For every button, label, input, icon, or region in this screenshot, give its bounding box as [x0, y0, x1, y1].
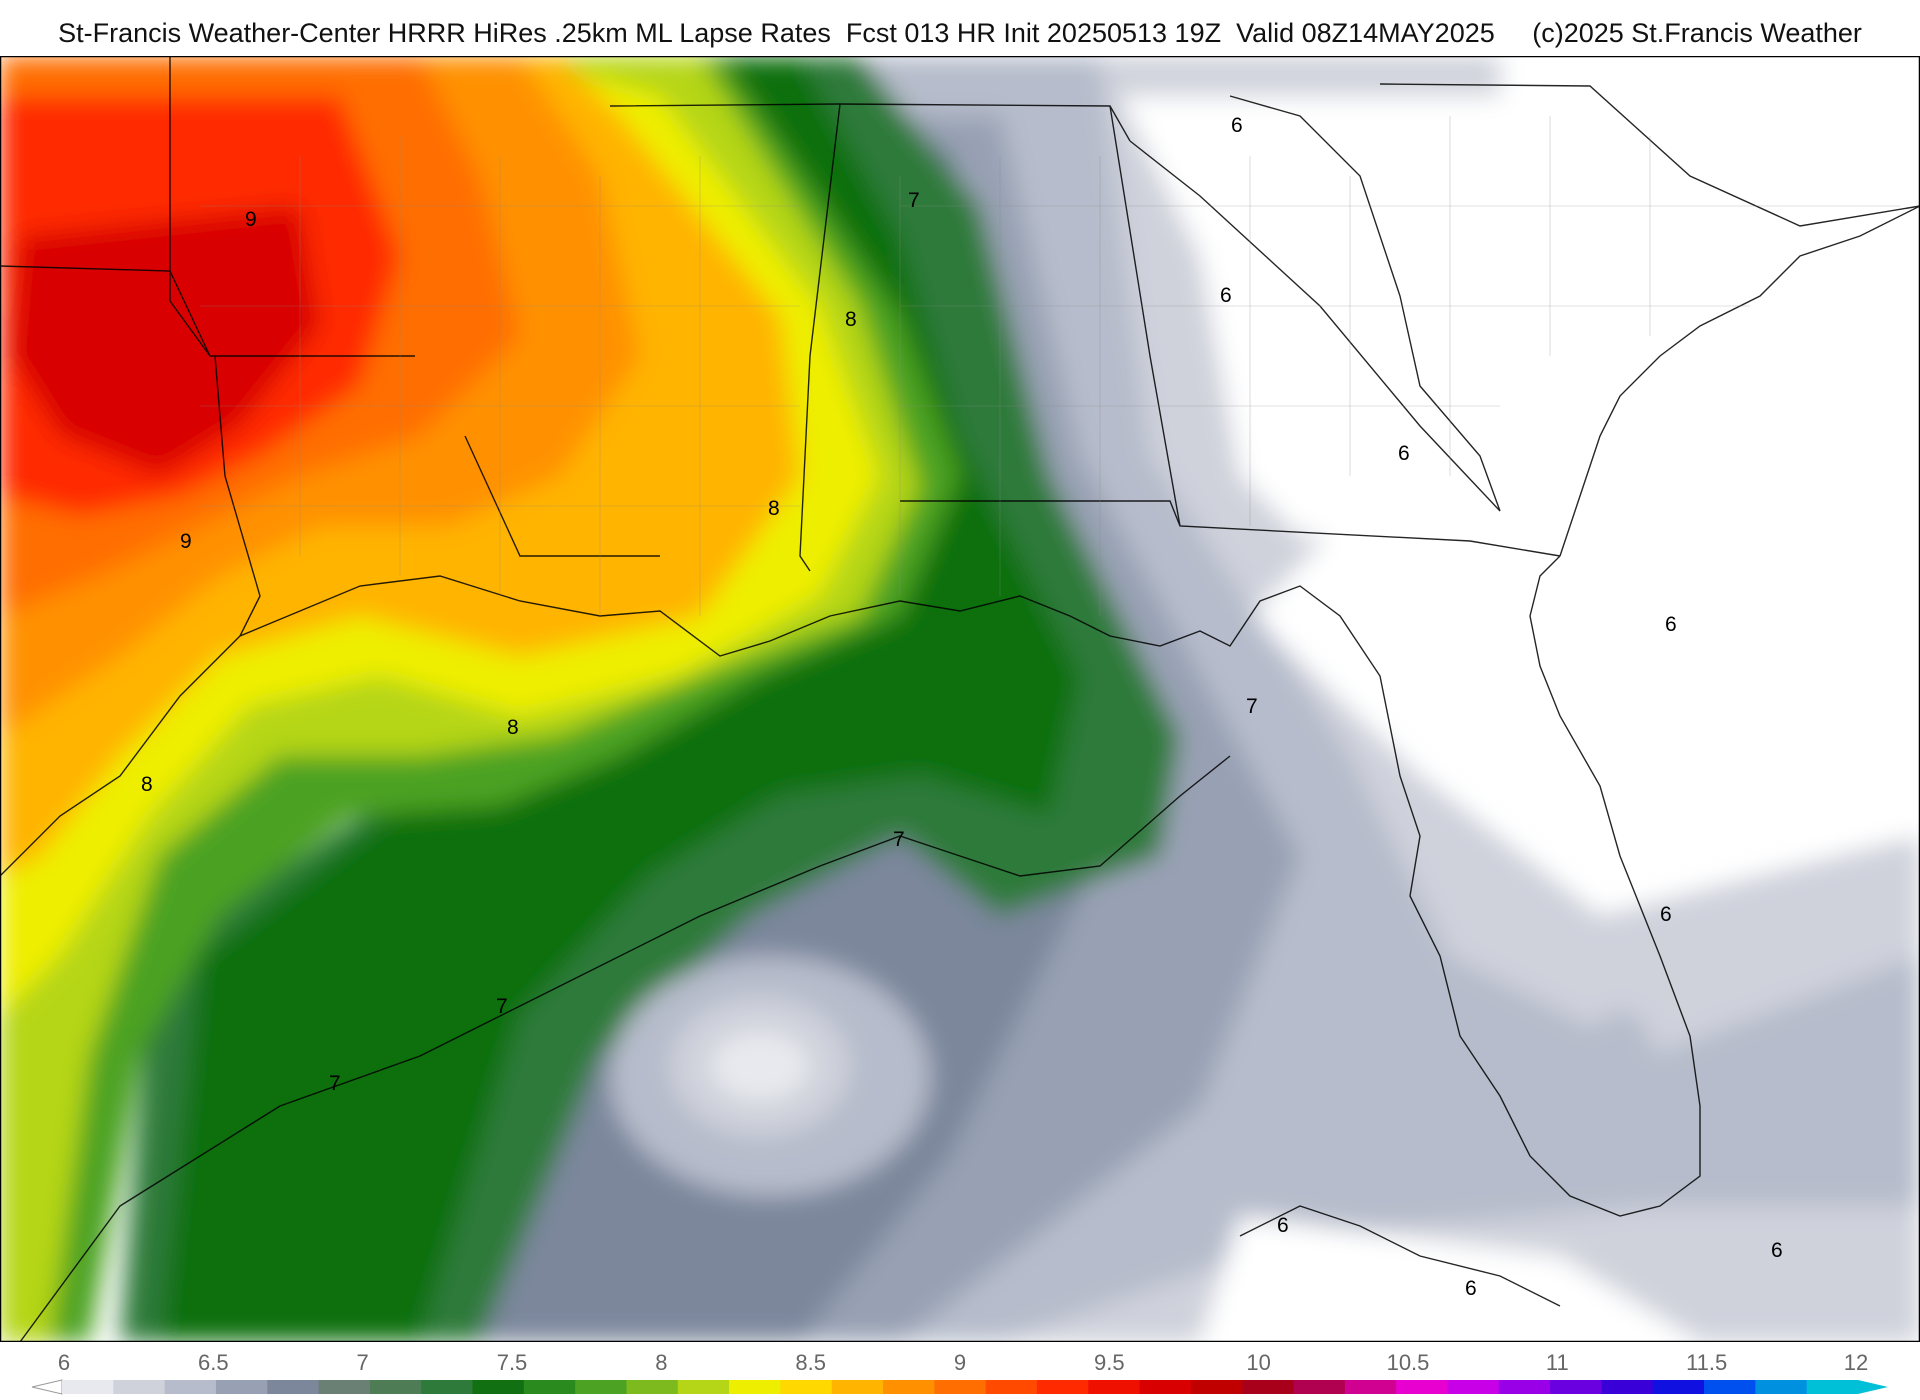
colorbar: 6 6.5 7 7.5 8 8.5 9 9.5 10 10.5 11 11.5 12: [31, 1350, 1888, 1395]
contour-7-gulf: [19, 755, 1231, 1342]
colorbar-tick-label: 12: [1844, 1350, 1868, 1375]
colorbar-cell: [883, 1380, 935, 1394]
colorbar-tick-label: 10.5: [1387, 1350, 1430, 1375]
contour-label: 8: [507, 716, 519, 739]
state-border-ok-tx: [0, 265, 415, 357]
contour-label: 8: [845, 308, 857, 331]
colorbar-right-arrow: [1858, 1380, 1888, 1394]
colorbar-cell: [1088, 1380, 1141, 1394]
colorbar-cell: [164, 1380, 217, 1394]
colorbar-cell: [62, 1380, 114, 1394]
contour-label: 6: [1465, 1277, 1477, 1300]
state-border-ar-north: [169, 56, 211, 357]
colorbar-cell: [1550, 1380, 1602, 1394]
colorbar-cell: [1293, 1380, 1346, 1394]
colorbar-cell: [729, 1380, 781, 1394]
colorbar-tick-label: 8: [655, 1350, 667, 1375]
colorbar-cell: [215, 1380, 268, 1394]
colorbar-tick-label: 6.5: [198, 1350, 229, 1375]
contour-label: 6: [1277, 1214, 1289, 1237]
colorbar-cell: [1447, 1380, 1500, 1394]
colorbar-left-arrow: [31, 1379, 63, 1395]
contour-label: 6: [1660, 903, 1672, 926]
colorbar-tick-label: 10: [1246, 1350, 1270, 1375]
state-border-la-ms: [464, 435, 660, 557]
contour-label: 6: [1665, 613, 1677, 636]
colorbar-cell: [318, 1380, 371, 1394]
colorbar-cell: [1344, 1380, 1397, 1394]
colorbar-tick-label: 9: [954, 1350, 966, 1375]
colorbar-cell: [1498, 1380, 1551, 1394]
contour-label: 7: [329, 1072, 341, 1095]
contour-label: 7: [908, 189, 920, 212]
contour-label: 6: [1771, 1239, 1783, 1262]
contour-label: 8: [141, 773, 153, 796]
state-border-nc-sc: [1379, 83, 1920, 227]
state-border-al-ga: [1109, 105, 1181, 527]
colorbar-cell: [267, 1380, 320, 1394]
colorbar-cell: [831, 1380, 884, 1394]
colorbar-tick-label: 9.5: [1094, 1350, 1125, 1375]
colorbar-cell: [1806, 1380, 1859, 1394]
colorbar-tick-label: 6: [58, 1350, 70, 1375]
contour-label: 6: [1231, 114, 1243, 137]
contour-label: 8: [768, 497, 780, 520]
colorbar-cell: [472, 1380, 525, 1394]
contour-label: 7: [1246, 695, 1258, 718]
colorbar-cell: [626, 1380, 679, 1394]
colorbar-cell: [113, 1380, 166, 1394]
colorbar-cell: [421, 1380, 474, 1394]
colorbar-tick-label: 8.5: [795, 1350, 826, 1375]
coastline-gulf: [0, 555, 1701, 1217]
contour-label: 9: [180, 530, 192, 553]
colorbar-cell: [575, 1380, 627, 1394]
colorbar-cell: [677, 1380, 730, 1394]
colorbar-tick-label: 11: [1546, 1350, 1569, 1375]
coastline-atlantic: [1559, 205, 1920, 557]
colorbar-cell: [1755, 1380, 1808, 1394]
contour-6-gulf: [1239, 1205, 1561, 1307]
state-border-tn-ms: [609, 103, 1131, 142]
lapse-rate-map: 9 9 8 8 8 8 7 7 7 7 7 6 6 6 6 6 6 6 6: [0, 56, 1920, 1342]
colorbar-cell: [369, 1380, 422, 1394]
colorbar-cell: [1704, 1380, 1756, 1394]
colorbar-cell: [1601, 1380, 1654, 1394]
colorbar-cell: [985, 1380, 1038, 1394]
colorbar-cell: [1139, 1380, 1192, 1394]
colorbar-tick-label: 7.5: [497, 1350, 528, 1375]
state-border-tx-la: [214, 355, 261, 637]
map-title: St-Francis Weather-Center HRRR HiRes .25…: [58, 18, 1862, 48]
contour-label: 9: [245, 208, 257, 231]
colorbar-cell: [934, 1380, 987, 1394]
colorbar-cell: [1396, 1380, 1448, 1394]
colorbar-cell: [1652, 1380, 1705, 1394]
colorbar-tick-label: 7: [357, 1350, 369, 1375]
colorbar-tick-label: 11.5: [1686, 1350, 1727, 1375]
colorbar-cell: [523, 1380, 576, 1394]
contour-label: 6: [1398, 442, 1410, 465]
colorbar-cell: [780, 1380, 833, 1394]
colorbar-cell: [1190, 1380, 1243, 1394]
state-border-ms-al: [799, 103, 841, 572]
contour-6-east: [1229, 95, 1501, 512]
colorbar-cell: [1242, 1380, 1295, 1394]
contour-label: 6: [1220, 284, 1232, 307]
colorbar-cell: [1036, 1380, 1089, 1394]
contour-label: 7: [496, 995, 508, 1018]
contour-label: 7: [893, 828, 905, 851]
